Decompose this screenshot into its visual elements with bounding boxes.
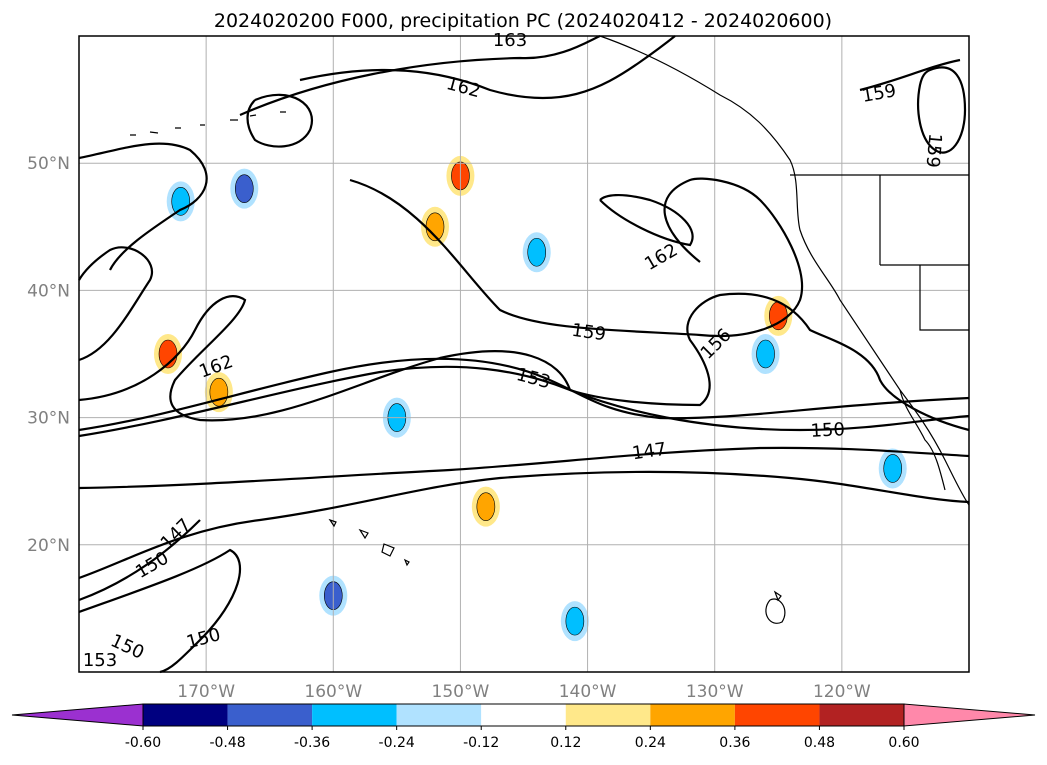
gridlines [79,36,969,672]
colorbar-extend-low [11,703,144,727]
colorbar-extend-high [903,703,1036,727]
colorbar-tick-label: -0.48 [209,735,245,751]
colorbar-segment [143,704,228,726]
colorbar-segment [819,704,904,726]
contour-label: 159 [922,132,946,168]
contour-label: 159 [570,320,607,346]
colorbar-segment [312,704,397,726]
lat-tick-label: 50°N [27,154,70,174]
lon-tick-label: 170°W [177,682,235,702]
height-contours [78,34,970,674]
colorbar-tick-label: 0.48 [804,735,835,751]
lon-tick-label: 140°W [559,682,617,702]
contour-closed-east [917,66,967,154]
colorbar-tick-label: 0.24 [635,735,666,751]
guadalupe-islet-small [773,590,782,602]
contour-147-line [78,446,970,490]
colorbar-tick-labels: -0.60 -0.48 -0.36 -0.24 -0.12 0.12 0.24 0.36 0.4… [125,726,920,751]
map-panel: 163 162 159 159 153 162 162 159 156 153 … [78,30,970,674]
contour-label: 147 [631,439,668,465]
colorbar-tick-label: -0.24 [379,735,415,751]
anomaly-blob-core [565,606,585,636]
aleutian-islands [130,111,286,136]
lon-tick-label: 150°W [432,682,490,702]
north-america-coast [599,35,970,506]
coastlines [130,35,970,624]
longitude-tick-labels: 170°W 160°W 150°W 140°W 130°W 120°W [177,682,871,702]
anomaly-blob-core [234,174,254,203]
lon-tick-label: 120°W [813,682,871,702]
colorbar-segment [734,704,820,726]
anomaly-blob-core [756,339,775,369]
contour-label: 163 [493,30,527,51]
colorbar-tick-label: 0.60 [888,735,919,751]
anomaly-blob-core [527,237,547,267]
lat-tick-label: 40°N [27,281,70,301]
colorbar-segment [565,704,651,726]
colorbar-tick-label: -0.12 [463,735,499,751]
lat-tick-label: 30°N [27,409,70,429]
baja-peninsula-coast [899,389,946,491]
contour-label: 153 [920,132,944,168]
anomaly-blob-core [476,492,496,521]
colorbar [11,703,1036,727]
lon-tick-label: 130°W [686,682,744,702]
contour-label: 150 [810,419,845,442]
contour-162-line [78,35,694,271]
colorbar-tick-label: -0.60 [125,735,161,751]
contour-150-line-south [78,470,970,580]
contour-closed-west [246,93,313,148]
hawaii-islands [328,518,410,567]
colorbar-segment [396,704,482,726]
anomaly-blob-core [171,187,191,216]
contour-label: 153 [83,650,117,671]
colorbar-segment [481,704,566,726]
colorbar-frame [142,703,905,727]
contour-153-line [78,357,970,432]
lon-tick-label: 160°W [304,682,362,702]
lat-tick-label: 20°N [27,536,70,556]
contour-150-line-sw [78,548,242,674]
latitude-tick-labels: 20°N 30°N 40°N 50°N [27,154,70,556]
colorbar-tick-label: 0.36 [719,735,750,751]
contour-156-line [78,292,970,432]
anomaly-blob-core [883,454,903,483]
map-frame [78,35,970,673]
colorbar-segment [650,704,735,726]
state-borders-west [879,175,969,331]
colorbar-tick-label: 0.12 [550,735,581,751]
colorbar-segment [227,704,313,726]
contour-147-line-sw [78,519,201,602]
chart-title: 2024020200 F000, precipitation PC (20240… [214,10,832,32]
colorbar-tick-label: -0.36 [294,735,330,751]
contour-159-line [78,34,961,362]
